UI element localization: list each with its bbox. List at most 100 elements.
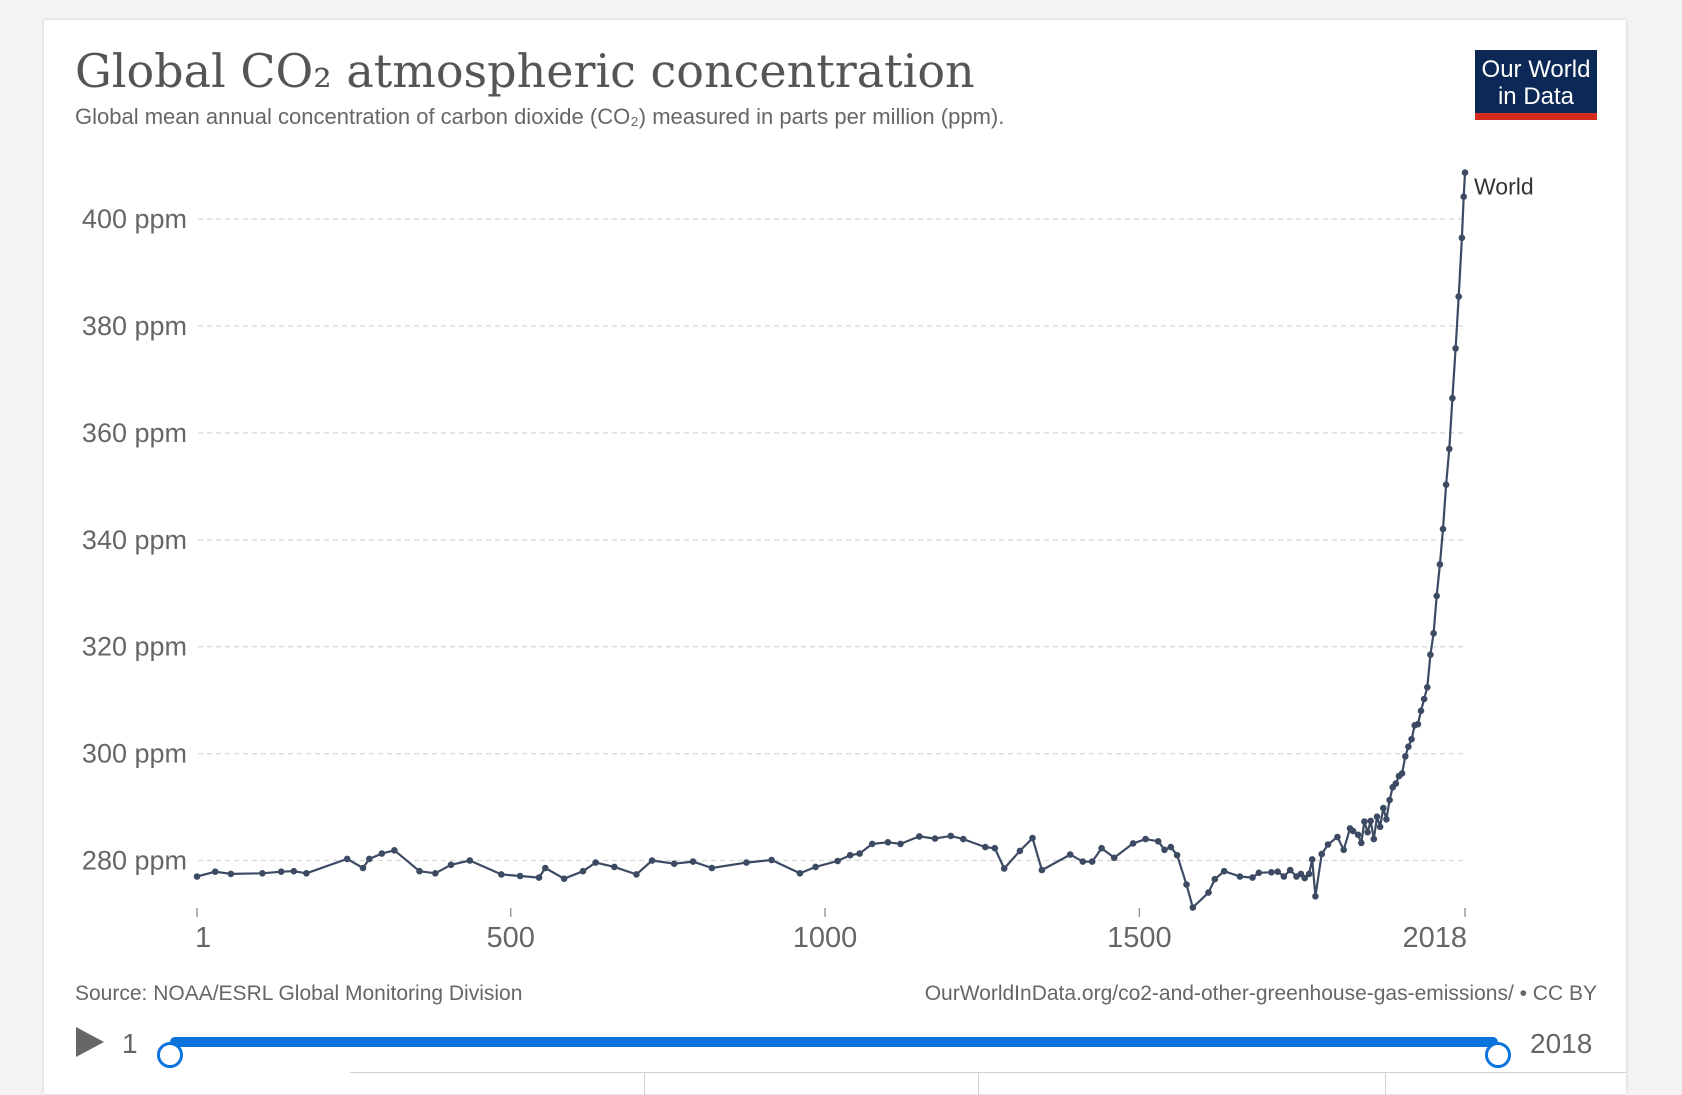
owid-logo[interactable]: Our World in Data (1475, 50, 1597, 120)
data-point (931, 835, 939, 842)
data-point (277, 868, 285, 875)
data-point (1249, 874, 1256, 881)
data-point (670, 860, 678, 867)
data-point (290, 867, 298, 875)
timeline: 1 2018 (0, 1020, 1682, 1070)
chart-title: Global CO₂ atmospheric concentration (75, 44, 975, 98)
data-point (982, 843, 989, 851)
data-point (1380, 804, 1387, 812)
data-point (366, 855, 373, 863)
data-point (960, 835, 967, 843)
data-point (1354, 831, 1362, 839)
source-url[interactable]: OurWorldInData.org/co2-and-other-greenho… (924, 982, 1597, 1005)
data-point (1449, 394, 1456, 402)
gridlines (198, 218, 1465, 862)
data-point (1066, 851, 1074, 858)
data-point (868, 840, 876, 848)
x-tick-label: 1500 (1107, 922, 1172, 954)
data-point (1142, 835, 1149, 843)
tab-bar (350, 1072, 1626, 1095)
data-point (1236, 873, 1244, 880)
data-point (416, 867, 423, 875)
data-point (1280, 873, 1288, 880)
data-point (611, 863, 618, 871)
data-point (303, 870, 310, 877)
data-point (991, 844, 999, 852)
data-point (1220, 867, 1228, 875)
data-point (648, 857, 656, 864)
data-point (1398, 770, 1406, 777)
data-point (916, 833, 923, 840)
chart-subtitle: Global mean annual concentration of carb… (75, 104, 1005, 129)
data-point (560, 875, 568, 882)
play-icon[interactable] (76, 1027, 104, 1057)
data-point (1461, 169, 1469, 176)
data-point (1154, 838, 1162, 845)
data-point (1427, 651, 1434, 658)
data-point (1098, 844, 1105, 852)
data-point (1205, 889, 1212, 896)
data-point (768, 856, 775, 864)
data-point (391, 847, 398, 854)
data-point (498, 871, 505, 878)
data-point (1308, 856, 1316, 863)
timeline-track[interactable] (157, 1037, 1511, 1068)
data-point (1268, 869, 1275, 876)
data-point (884, 839, 892, 846)
logo-line-2: in Data (1497, 83, 1575, 110)
data-point (1458, 234, 1466, 242)
data-point (1417, 707, 1425, 715)
data-point (1367, 817, 1374, 825)
data-point (1442, 481, 1450, 489)
data-point (1029, 834, 1036, 842)
data-point (1340, 846, 1347, 854)
data-point (856, 850, 863, 857)
y-tick-label: 360 ppm (82, 418, 187, 448)
data-point (708, 864, 716, 872)
y-axis: 280 ppm 300 ppm 320 ppm 340 ppm 360 ppm 380 p… (82, 204, 187, 875)
tab-separator (978, 1073, 979, 1095)
data-point (1392, 780, 1400, 787)
data-point (1255, 869, 1263, 877)
data-point (1408, 735, 1415, 743)
x-tick-label: 2018 (1402, 922, 1467, 954)
data-point (1439, 525, 1447, 533)
data-point (1433, 592, 1440, 600)
timeline-start-label: 1 (122, 1028, 138, 1059)
data-point (1173, 851, 1181, 859)
data-point (1446, 445, 1453, 453)
data-point (1167, 843, 1175, 851)
y-tick-label: 320 ppm (82, 632, 187, 662)
data-point (1373, 813, 1381, 820)
data-point (466, 857, 474, 864)
line-chart: 280 ppm 300 ppm 320 ppm 340 ppm 360 ppm 380 p… (82, 169, 1534, 954)
data-point (592, 859, 599, 866)
data-point (1358, 839, 1365, 847)
data-point (743, 859, 750, 866)
x-tick-label: 1 (195, 922, 211, 954)
y-tick-label: 300 ppm (82, 739, 187, 769)
logo-line-1: Our World (1481, 56, 1591, 83)
timeline-start-handle[interactable] (157, 1042, 183, 1068)
timeline-end-label: 2018 (1530, 1028, 1593, 1059)
data-point (1430, 630, 1437, 637)
data-point (834, 857, 841, 865)
data-point (1183, 881, 1190, 888)
data-point (1301, 874, 1308, 882)
timeline-end-handle[interactable] (1485, 1042, 1511, 1068)
data-point (432, 870, 439, 877)
data-point (1349, 827, 1357, 835)
data-point (1088, 858, 1096, 865)
y-tick-label: 280 ppm (82, 846, 187, 876)
data-point (1334, 833, 1341, 841)
data-point (633, 871, 640, 878)
data-point (1420, 695, 1428, 703)
data-point (579, 867, 587, 875)
tab-separator (1385, 1073, 1386, 1095)
series-label: World (1474, 174, 1534, 200)
data-point (1424, 684, 1431, 691)
tab-separator (644, 1073, 645, 1095)
chart-card (44, 20, 1626, 1094)
data-point (1312, 893, 1319, 900)
data-point (1455, 293, 1462, 300)
